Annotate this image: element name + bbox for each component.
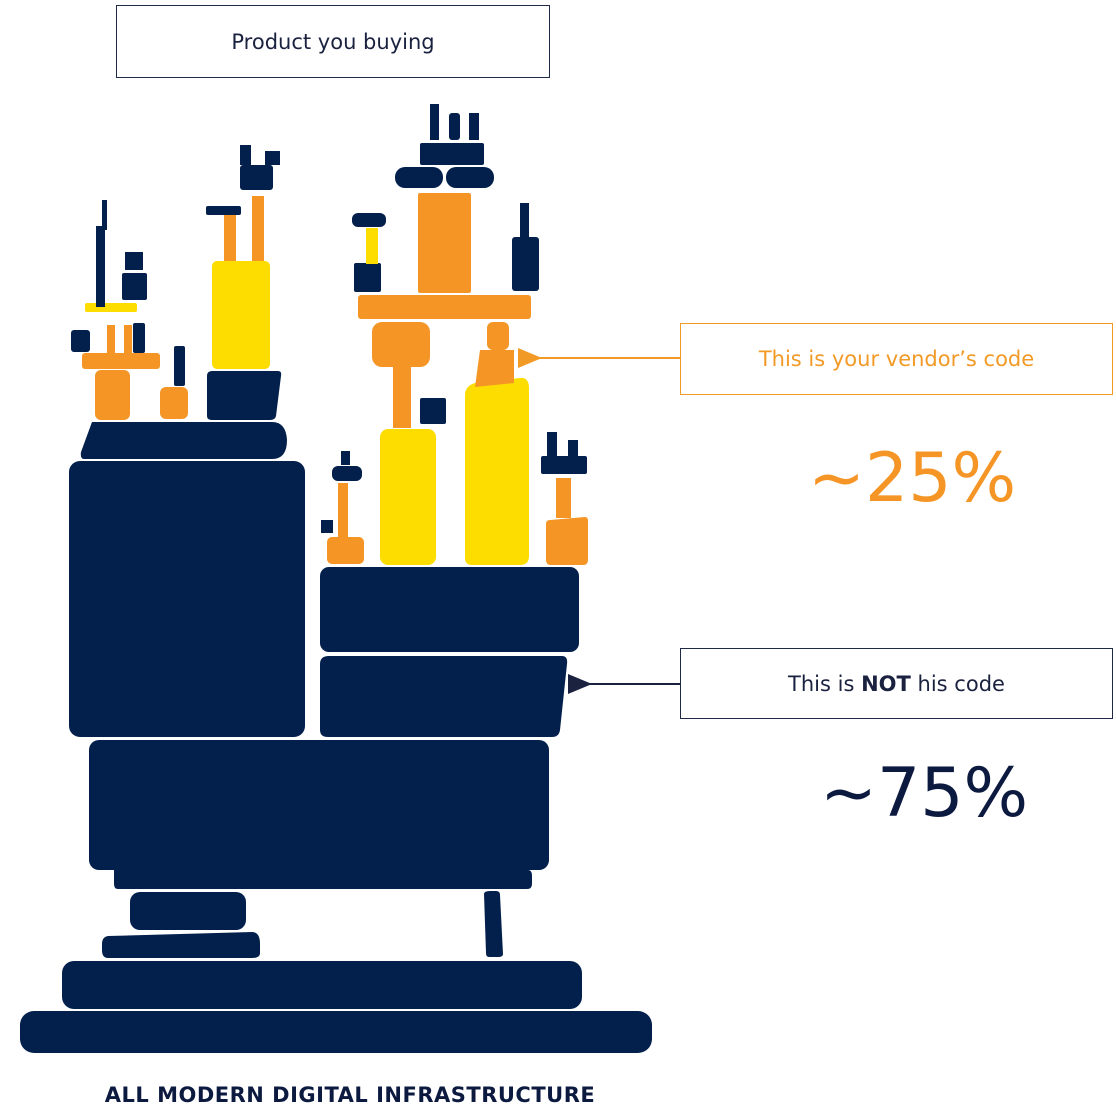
vendor-code-box: This is your vendor’s code — [680, 323, 1113, 395]
orange-small-block — [160, 387, 188, 419]
not-vendor-percentage: ~75% — [820, 754, 1029, 833]
orange-small-left-low — [327, 537, 364, 564]
navy-small-post — [174, 346, 185, 386]
navy-block-top-right — [420, 143, 484, 165]
not-code-label: This is NOT his code — [788, 672, 1005, 696]
navy-left-cap — [354, 263, 381, 292]
orange-post-left — [107, 325, 115, 355]
orange-stem-left-low — [338, 483, 348, 537]
orange-wedge-right — [475, 350, 514, 387]
right-tower — [321, 104, 588, 565]
navy-pill-right — [446, 167, 494, 188]
footer-title: ALL MODERN DIGITAL INFRASTRUCTURE — [104, 1083, 596, 1107]
upper-navy-block — [207, 371, 282, 420]
navy-bar-top — [206, 206, 241, 215]
navy-pill-left — [395, 167, 443, 188]
small-slab-left — [102, 932, 260, 958]
orange-stem-mid — [393, 365, 411, 428]
orange-stem-right-low — [556, 478, 571, 518]
yellow-stem-left — [366, 228, 378, 264]
navy-mid-block — [122, 273, 147, 300]
orange-rounded-mid — [372, 322, 430, 367]
product-label: Product you buying — [231, 29, 435, 54]
base-blocks — [20, 371, 652, 1053]
navy-square-mid — [420, 398, 446, 424]
orange-bar-left — [82, 353, 160, 369]
navy-pin-3 — [469, 113, 479, 140]
base-slab — [62, 961, 582, 1009]
navy-pin-b — [265, 151, 280, 165]
navy-right-block — [512, 237, 539, 291]
orange-leg-a — [224, 215, 236, 261]
product-label-box: Product you buying — [116, 5, 550, 78]
orange-block-right-low — [546, 517, 588, 565]
navy-pin-2 — [449, 113, 460, 140]
vendor-percentage: ~25% — [808, 439, 1017, 518]
wide-slab — [89, 740, 549, 870]
not-code-prefix: This is — [788, 671, 862, 696]
yellow-tall-block — [212, 261, 270, 369]
thin-post — [484, 891, 503, 957]
orange-knob-right — [487, 322, 509, 350]
yellow-bar-left — [85, 303, 137, 312]
right-block-upper — [320, 567, 579, 652]
upper-left-slab — [80, 422, 287, 459]
bottom-slab — [20, 1011, 652, 1053]
orange-platform — [358, 295, 531, 319]
navy-small-square — [125, 252, 143, 270]
vendor-code-label: This is your vendor’s code — [758, 347, 1035, 371]
navy-cap-left-low — [332, 466, 362, 481]
navy-cap-left-2 — [133, 323, 145, 353]
yellow-mid-right — [380, 429, 436, 565]
navy-pin-a — [240, 145, 251, 165]
navy-block-top — [240, 165, 273, 190]
navy-bar-right-low — [541, 456, 587, 474]
tall-left-block — [69, 461, 305, 737]
right-block-lower — [320, 656, 568, 737]
navy-spike-top — [102, 200, 107, 230]
navy-pin-left-low — [341, 451, 350, 465]
not-code-bold: NOT — [861, 671, 911, 696]
navy-pin-right-low-b — [568, 440, 578, 456]
navy-pin-1 — [430, 104, 439, 140]
middle-left-tower — [206, 145, 280, 369]
small-block-left — [130, 892, 246, 930]
navy-cap-left — [71, 330, 90, 352]
navy-tiny-left-low — [321, 520, 333, 533]
not-code-suffix: his code — [910, 671, 1005, 696]
left-stack — [71, 200, 188, 420]
not-code-box: This is NOT his code — [680, 648, 1113, 719]
orange-leg-b — [252, 196, 264, 261]
orange-center-column — [418, 193, 471, 293]
orange-post-left-2 — [124, 325, 132, 355]
orange-block-left — [95, 370, 130, 420]
navy-pin-right-low-a — [547, 432, 557, 456]
yellow-tall-right — [465, 377, 529, 565]
navy-cap-small — [352, 213, 386, 227]
navy-right-spike — [520, 203, 529, 237]
navy-tall-spike — [96, 226, 105, 307]
